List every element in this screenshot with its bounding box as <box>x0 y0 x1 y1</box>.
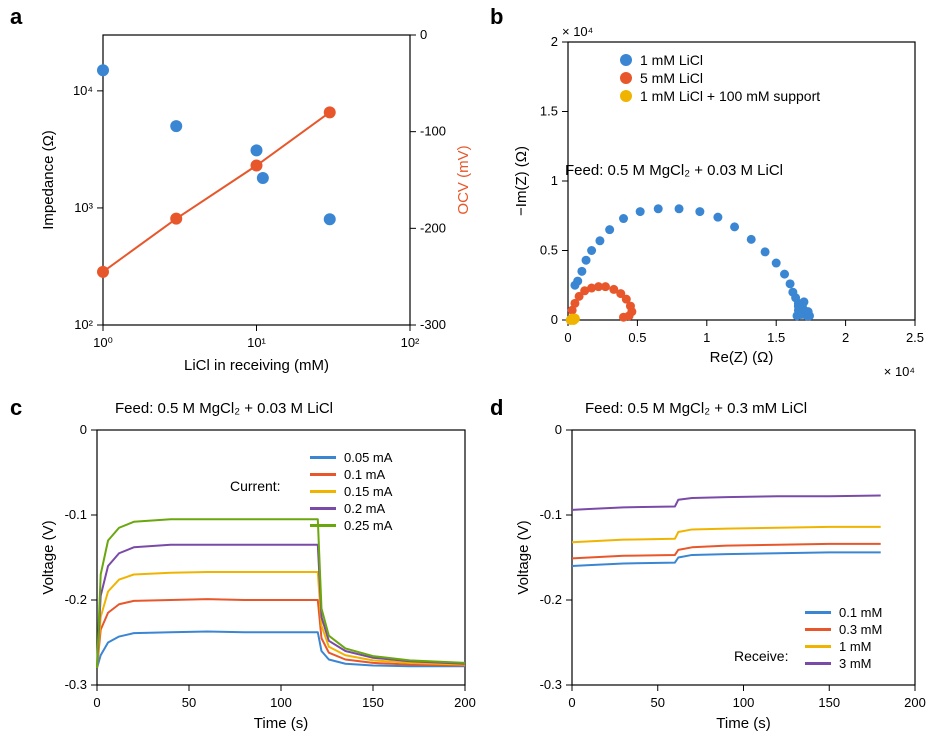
svg-text:0: 0 <box>93 695 100 710</box>
line-icon <box>805 628 831 631</box>
panel-letter-a: a <box>10 4 22 30</box>
legend-label: 0.15 mA <box>344 484 392 499</box>
legend-label: 0.1 mM <box>839 605 882 620</box>
svg-text:10³: 10³ <box>74 200 93 215</box>
legend-item: 5 mM LiCl <box>620 70 820 86</box>
svg-text:10²: 10² <box>401 335 420 350</box>
legend-label: 5 mM LiCl <box>640 70 703 86</box>
svg-text:LiCl in receiving (mM): LiCl in receiving (mM) <box>184 357 329 374</box>
svg-text:0: 0 <box>420 27 427 42</box>
legend-item: 1 mM LiCl + 100 mM support <box>620 88 820 104</box>
svg-text:Voltage (V): Voltage (V) <box>40 520 57 594</box>
line-icon <box>805 662 831 665</box>
svg-text:-0.1: -0.1 <box>65 507 87 522</box>
panel-c-svg: 0 50 100 150 200 -0.3 -0.2 -0.1 0 Time (s) Voltage… <box>35 420 480 740</box>
svg-text:50: 50 <box>182 695 196 710</box>
svg-text:Voltage (V): Voltage (V) <box>515 520 532 594</box>
svg-text:0: 0 <box>80 422 87 437</box>
svg-text:Re(Z) (Ω): Re(Z) (Ω) <box>710 349 774 366</box>
panel-c-legend-title: Current: <box>230 478 281 494</box>
svg-text:10²: 10² <box>74 317 93 332</box>
panel-c-legend: 0.05 mA 0.1 mA 0.15 mA 0.2 mA 0.25 mA <box>310 450 392 535</box>
panel-letter-b: b <box>490 4 503 30</box>
line-icon <box>805 611 831 614</box>
legend-label: 0.05 mA <box>344 450 392 465</box>
legend-item: 1 mM LiCl <box>620 52 820 68</box>
marker-icon <box>620 90 632 102</box>
svg-text:Impedance (Ω): Impedance (Ω) <box>40 130 57 230</box>
panel-d-legend-title: Receive: <box>734 648 788 664</box>
panel-letter-c: c <box>10 395 22 421</box>
svg-text:200: 200 <box>904 695 926 710</box>
legend-label: 3 mM <box>839 656 872 671</box>
panel-a-svg: 10⁰ 10¹ 10² 10² 10³ 10⁴ -300 -200 -100 0 LiCl in r… <box>35 20 480 380</box>
panel-d-legend: 0.1 mM 0.3 mM 1 mM 3 mM <box>805 605 882 673</box>
line-icon <box>310 507 336 510</box>
panel-letter-d: d <box>490 395 503 421</box>
svg-text:1: 1 <box>551 173 558 188</box>
svg-text:1: 1 <box>703 330 710 345</box>
line-icon <box>310 456 336 459</box>
svg-text:-0.1: -0.1 <box>540 507 562 522</box>
panel-d-svg: 0 50 100 150 200 -0.3 -0.2 -0.1 0 Time (s) Voltage… <box>510 420 930 740</box>
svg-text:-0.3: -0.3 <box>65 677 87 692</box>
svg-text:OCV (mV): OCV (mV) <box>455 145 472 214</box>
marker-icon <box>620 72 632 84</box>
legend-label: 1 mM LiCl + 100 mM support <box>640 88 820 104</box>
svg-text:1.5: 1.5 <box>767 330 785 345</box>
svg-text:1.5: 1.5 <box>540 104 558 119</box>
svg-text:-200: -200 <box>420 220 446 235</box>
svg-text:200: 200 <box>454 695 476 710</box>
panel-c-title: Feed: 0.5 M MgCl₂ + 0.03 M LiCl <box>115 400 333 417</box>
svg-text:10⁴: 10⁴ <box>73 83 93 98</box>
svg-text:× 10⁴: × 10⁴ <box>562 24 593 39</box>
line-icon <box>310 490 336 493</box>
legend-label: 0.1 mA <box>344 467 385 482</box>
legend-label: 0.2 mA <box>344 501 385 516</box>
svg-text:100: 100 <box>270 695 292 710</box>
svg-text:−Im(Z) (Ω): −Im(Z) (Ω) <box>513 146 530 216</box>
svg-text:-300: -300 <box>420 317 446 332</box>
line-icon <box>310 524 336 527</box>
svg-text:100: 100 <box>733 695 755 710</box>
svg-text:2.5: 2.5 <box>906 330 924 345</box>
svg-text:0.5: 0.5 <box>628 330 646 345</box>
svg-text:10⁰: 10⁰ <box>93 335 113 350</box>
legend-label: 1 mM LiCl <box>640 52 703 68</box>
svg-text:150: 150 <box>818 695 840 710</box>
svg-text:0: 0 <box>551 312 558 327</box>
svg-text:-100: -100 <box>420 124 446 139</box>
svg-text:-0.2: -0.2 <box>65 592 87 607</box>
line-icon <box>310 473 336 476</box>
svg-text:Time (s): Time (s) <box>254 715 308 732</box>
legend-label: 0.25 mA <box>344 518 392 533</box>
svg-text:50: 50 <box>651 695 665 710</box>
figure: a b c d Feed: 0.5 M MgCl₂ + 0.03 M LiCl … <box>0 0 945 748</box>
svg-text:0: 0 <box>568 695 575 710</box>
svg-text:2: 2 <box>842 330 849 345</box>
svg-text:0: 0 <box>555 422 562 437</box>
legend-label: 0.3 mM <box>839 622 882 637</box>
svg-text:150: 150 <box>362 695 384 710</box>
svg-text:2: 2 <box>551 34 558 49</box>
legend-label: 1 mM <box>839 639 872 654</box>
panel-d-title: Feed: 0.5 M MgCl₂ + 0.3 mM LiCl <box>585 400 807 417</box>
svg-text:× 10⁴: × 10⁴ <box>884 364 915 379</box>
svg-text:-0.2: -0.2 <box>540 592 562 607</box>
line-icon <box>805 645 831 648</box>
svg-text:0: 0 <box>564 330 571 345</box>
svg-text:-0.3: -0.3 <box>540 677 562 692</box>
svg-text:10¹: 10¹ <box>247 335 266 350</box>
svg-text:Time (s): Time (s) <box>716 715 770 732</box>
marker-icon <box>620 54 632 66</box>
panel-b-legend: 1 mM LiCl 5 mM LiCl 1 mM LiCl + 100 mM s… <box>620 52 820 106</box>
svg-text:0.5: 0.5 <box>540 243 558 258</box>
